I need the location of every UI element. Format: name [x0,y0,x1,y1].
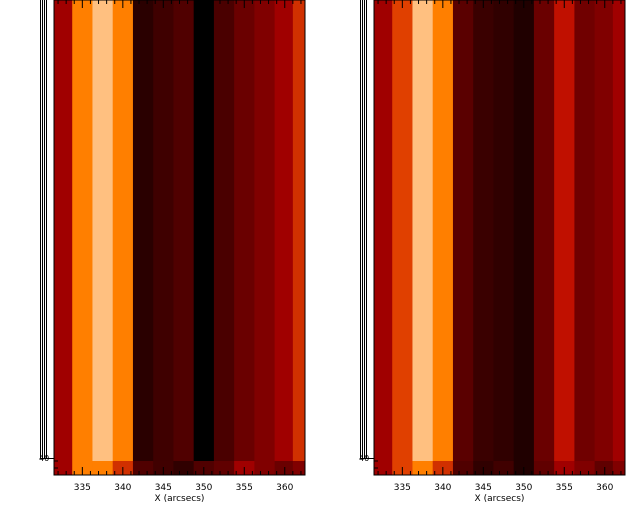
heatmap-strip-cell [574,461,596,475]
x-tick-label: 355 [236,483,253,493]
heatmap-strip-cell [132,461,154,475]
y-tick-label: 40 [39,454,49,463]
heatmap-column [392,0,413,461]
heatmap-column [473,0,494,461]
heatmap-column [153,0,174,461]
heatmap-column [574,0,596,461]
heatmap-strip-cell [173,461,195,475]
heatmap-strip-cell [412,461,434,475]
heatmap-strip-cell [213,461,235,475]
heatmap-column [374,0,393,461]
heatmap-strip-cell [612,461,626,475]
heatmap-column [193,0,215,461]
heatmap-strip-cell [92,461,114,475]
heatmap-strip-cell [594,461,614,475]
heatmap-strip-cell [254,461,276,475]
heatmap-strip-cell [493,461,515,475]
heatmap-column [533,0,555,461]
heatmap-strip-cell [533,461,555,475]
heatmap-column [493,0,515,461]
heatmap-column [132,0,154,461]
heatmap-column [513,0,535,461]
heatmap-column [274,0,294,461]
y-tick-label: 40 [359,454,369,463]
x-axis-label: X (arcsecs) [155,494,205,504]
x-tick-label: 340 [114,483,131,493]
heatmap-column [173,0,195,461]
heatmap-strip-cell [292,461,306,475]
x-tick-label: 345 [475,483,492,493]
heatmap-column [452,0,474,461]
chart-panel-1: 40 335 340 345 350 355 360 X (arcsecs) [39,0,306,504]
heatmap-column [292,0,306,461]
heatmap-strip-cell [374,461,393,475]
x-tick-label: 340 [434,483,451,493]
x-tick-label: 335 [394,483,411,493]
heatmap-column [213,0,235,461]
heatmap-strip-cell [54,461,73,475]
chart-panel-2: 40 335 340 345 350 355 360 X (arcsecs) [359,0,626,504]
heatmap-column [254,0,276,461]
x-axis-label: X (arcsecs) [475,494,525,504]
x-tick-label: 355 [556,483,573,493]
x-tick-label: 350 [515,483,532,493]
heatmap-strip-cell [452,461,474,475]
heatmap-column [432,0,454,461]
x-tick-label: 360 [276,483,293,493]
x-tick-label: 350 [195,483,212,493]
heatmap-strip-cell [274,461,294,475]
heatmap-column [72,0,93,461]
heatmap-column [112,0,134,461]
heatmap-column [54,0,73,461]
heatmap-column [612,0,626,461]
heatmap-column [554,0,575,461]
x-tick-label: 345 [155,483,172,493]
x-tick-label: 360 [596,483,613,493]
heatmap-column [412,0,434,461]
x-tick-label: 335 [74,483,91,493]
heatmap-column [234,0,255,461]
heatmap-column [594,0,614,461]
heatmap-column [92,0,114,461]
